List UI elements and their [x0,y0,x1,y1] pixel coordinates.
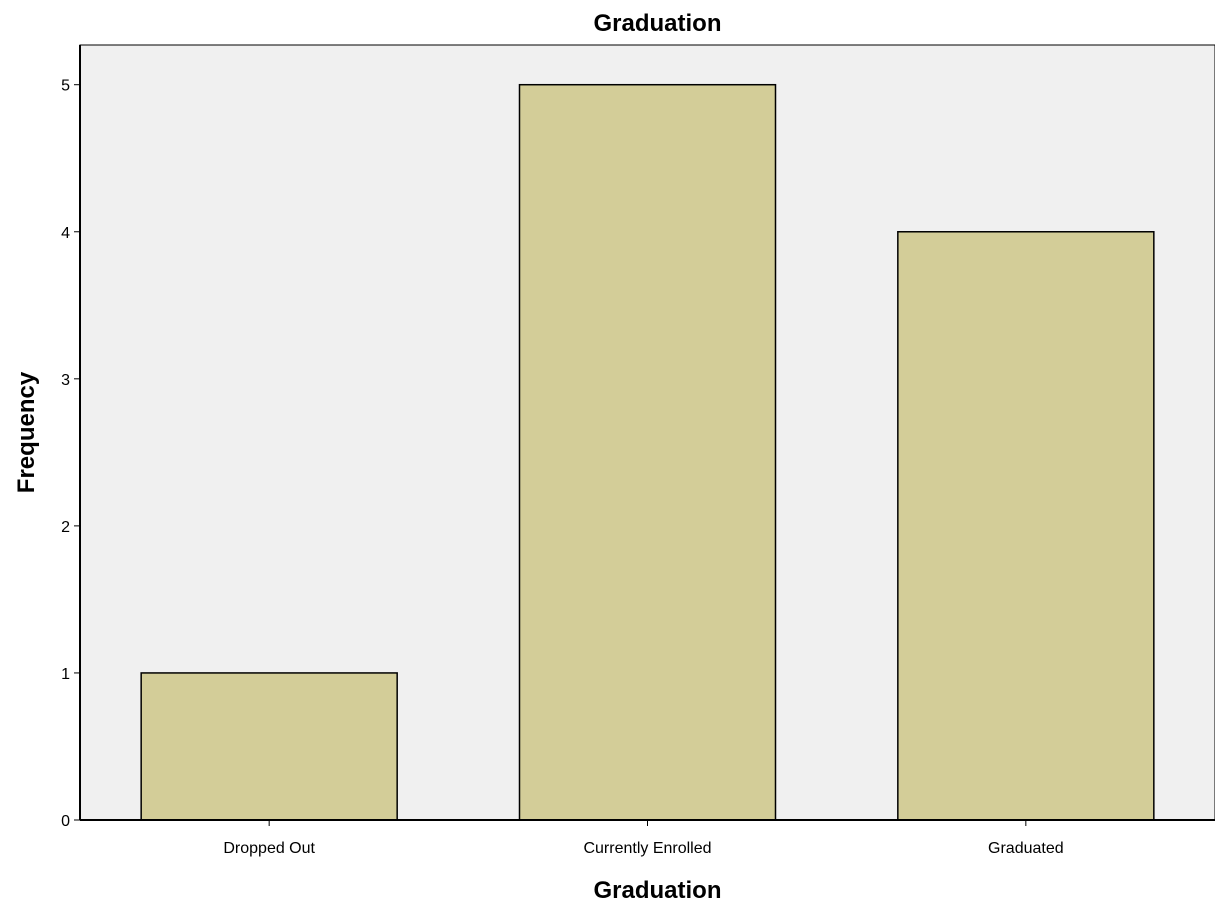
x-tick-label: Graduated [988,840,1064,857]
y-ticks-group: 0 1 2 3 4 5 [61,78,80,830]
x-axis-label: Graduation [593,877,721,904]
x-tick-label: Dropped Out [223,840,315,857]
x-ticks-group: Dropped Out Currently Enrolled Graduated [223,820,1064,857]
y-tick-label: 5 [61,78,70,95]
bar-currently-enrolled [518,83,777,821]
bar-dropped-out [140,672,398,821]
y-axis-label: Frequency [13,371,40,493]
y-tick-label: 0 [61,813,70,830]
y-tick-label: 1 [61,666,70,683]
chart-title: Graduation [593,10,721,37]
y-tick-label: 3 [61,372,70,389]
y-tick-label: 4 [61,225,70,242]
bar-graduated [897,231,1155,821]
y-tick-label: 2 [61,519,70,536]
x-tick-label: Currently Enrolled [583,840,711,857]
